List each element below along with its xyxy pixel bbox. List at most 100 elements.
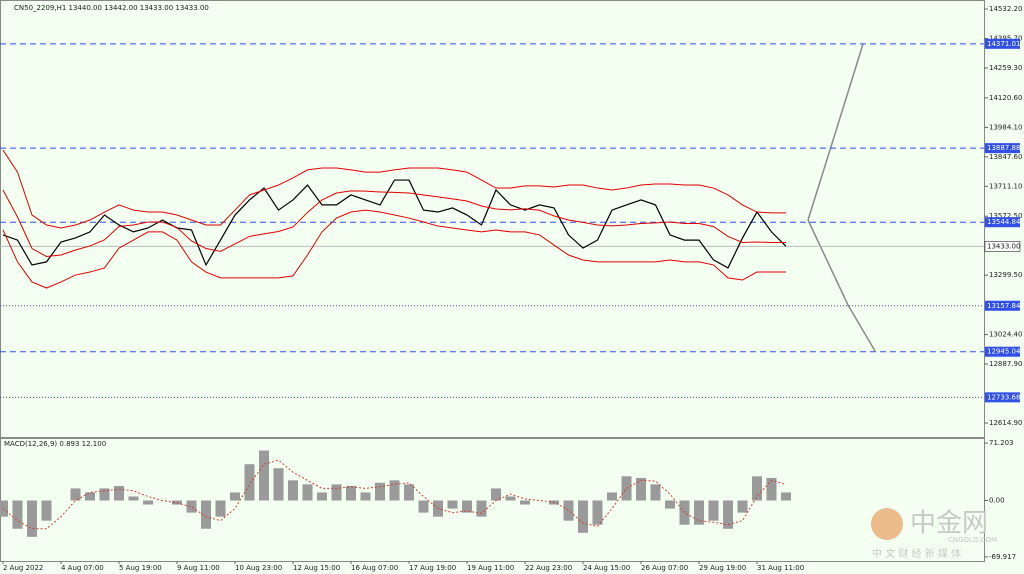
macd-bar (607, 492, 617, 501)
level-label-bg (985, 346, 1020, 357)
macd-bar (578, 500, 588, 533)
macd-bar (665, 500, 675, 509)
y-tick-label: 14120.60 (989, 94, 1022, 102)
y-tick-label: 13711.10 (989, 182, 1022, 190)
macd-panel (0, 438, 985, 562)
band-line (2, 189, 786, 258)
macd-bar (723, 500, 733, 529)
x-tick-label: 4 Aug 07:00 (61, 564, 104, 572)
band-line (2, 209, 786, 289)
macd-bar (85, 492, 95, 501)
macd-bar (404, 484, 414, 501)
macd-bar (447, 500, 458, 509)
logo (871, 508, 903, 540)
macd-bar (375, 482, 385, 501)
x-tick-label: 16 Aug 07:00 (351, 564, 398, 572)
y-tick-label: 12887.90 (989, 360, 1022, 368)
band-line (2, 149, 786, 229)
level-label-bg (985, 392, 1020, 403)
macd-bar (143, 500, 153, 505)
level-label-bg (985, 217, 1020, 228)
last-price-bg (984, 241, 1021, 252)
macd-bar (491, 488, 501, 501)
y-tick-label: 14259.30 (989, 64, 1022, 72)
macd-bar (0, 500, 8, 517)
macd-bar (273, 468, 284, 501)
macd-bar (317, 492, 327, 501)
price-line (2, 179, 787, 269)
y-tick-label: 13024.40 (989, 331, 1022, 339)
main-panel (0, 0, 985, 438)
x-tick-label: 9 Aug 11:00 (177, 564, 220, 572)
x-tick-label: 24 Aug 15:00 (583, 564, 630, 572)
level-label: 13544.84 (987, 218, 1021, 226)
level-label: 14371.01 (987, 40, 1020, 48)
macd-bar (694, 500, 704, 525)
macd-bar (389, 480, 400, 501)
last-price-label: 13433.00 (987, 242, 1020, 250)
macd-bar (360, 492, 371, 501)
y-tick-label: 0.00 (989, 497, 1005, 505)
macd-bar (201, 500, 211, 529)
macd-bar (476, 500, 487, 517)
level-label: 12733.68 (987, 393, 1020, 401)
x-tick-label: 5 Aug 19:00 (119, 564, 162, 572)
x-tick-label: 29 Aug 19:00 (699, 564, 746, 572)
x-tick-label: 22 Aug 23:00 (525, 564, 572, 572)
watermark: 中金网 CNGOLD.COM 中 文 财 经 新 媒 体 (871, 508, 997, 560)
y-tick-label: 12614.90 (989, 419, 1022, 427)
macd-bar (418, 500, 429, 513)
macd-bar (708, 500, 719, 521)
x-tick-label: 10 Aug 23:00 (235, 564, 282, 572)
level-label-bg (985, 38, 1020, 49)
level-label: 13887.88 (987, 144, 1020, 152)
macd-bar (505, 496, 516, 501)
projection-arrow (807, 43, 864, 221)
macd-bar (781, 492, 791, 501)
macd-bar (520, 500, 530, 505)
y-tick-label: 14395.70 (989, 34, 1022, 42)
macd-bar (70, 488, 81, 501)
y-tick-label: 13847.60 (989, 153, 1022, 161)
level-label: 13157.84 (987, 302, 1021, 310)
macd-bar (128, 496, 139, 501)
macd-bar (592, 500, 603, 525)
level-label: 12945.04 (987, 348, 1021, 356)
macd-bar (27, 500, 37, 537)
macd-bar (186, 500, 197, 513)
y-tick-label: 13572.50 (989, 212, 1022, 220)
x-tick-label: 17 Aug 19:00 (409, 564, 456, 572)
projection-arrow (807, 219, 876, 352)
macd-bar (621, 476, 632, 501)
macd-bar (302, 484, 313, 501)
x-tick-label: 31 Aug 11:00 (757, 564, 804, 572)
level-label-bg (985, 300, 1020, 311)
macd-bar (12, 500, 23, 529)
x-tick-label: 19 Aug 11:00 (467, 564, 514, 572)
x-tick-label: 26 Aug 07:00 (641, 564, 688, 572)
macd-bar (288, 480, 298, 501)
macd-bar (650, 484, 661, 501)
macd-bar (114, 485, 124, 501)
macd-title: MACD(12,26,9) 0.893 12.100 (4, 440, 106, 448)
x-tick-label: 12 Aug 15:00 (293, 564, 340, 572)
macd-bar (346, 485, 356, 501)
macd-bar (99, 488, 110, 501)
y-tick-label: 14532.20 (989, 5, 1022, 13)
x-tick-label: 2 Aug 2022 (3, 564, 43, 572)
macd-bar (563, 500, 574, 521)
y-tick-label: 13984.10 (989, 123, 1022, 131)
brand: 中金网 (910, 509, 988, 539)
macd-bar (752, 476, 762, 501)
macd-bar (259, 450, 269, 501)
macd-bar (636, 477, 646, 501)
macd-bar (230, 492, 240, 501)
macd-bar (215, 500, 226, 517)
macd-bar (766, 477, 777, 501)
macd-bar (462, 500, 472, 513)
macd-bar (737, 500, 748, 513)
level-label-bg (985, 143, 1020, 154)
macd-bar (244, 464, 255, 501)
